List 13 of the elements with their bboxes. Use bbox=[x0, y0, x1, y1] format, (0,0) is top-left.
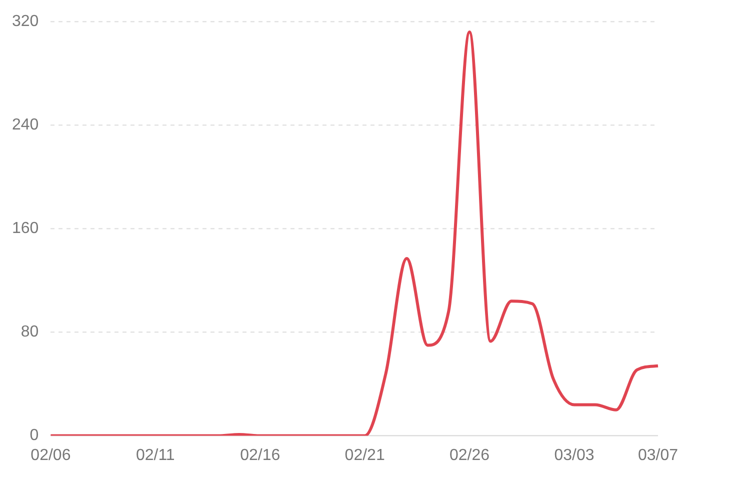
x-tick-label: 02/21 bbox=[344, 446, 385, 464]
y-tick-label: 320 bbox=[12, 13, 39, 30]
x-tick-label: 02/16 bbox=[240, 446, 280, 464]
y-tick-label: 160 bbox=[12, 220, 39, 238]
y-tick-label: 80 bbox=[20, 324, 39, 341]
x-tick-label: 02/06 bbox=[30, 446, 71, 464]
x-tick-label: 02/11 bbox=[136, 446, 175, 464]
x-tick-label: 03/07 bbox=[638, 446, 678, 464]
y-tick-label: 0 bbox=[30, 427, 39, 444]
line-series bbox=[49, 30, 660, 436]
x-tick-label: 03/03 bbox=[554, 446, 594, 464]
x-tick-label: 02/26 bbox=[450, 446, 490, 464]
y-tick-label: 240 bbox=[12, 116, 39, 134]
